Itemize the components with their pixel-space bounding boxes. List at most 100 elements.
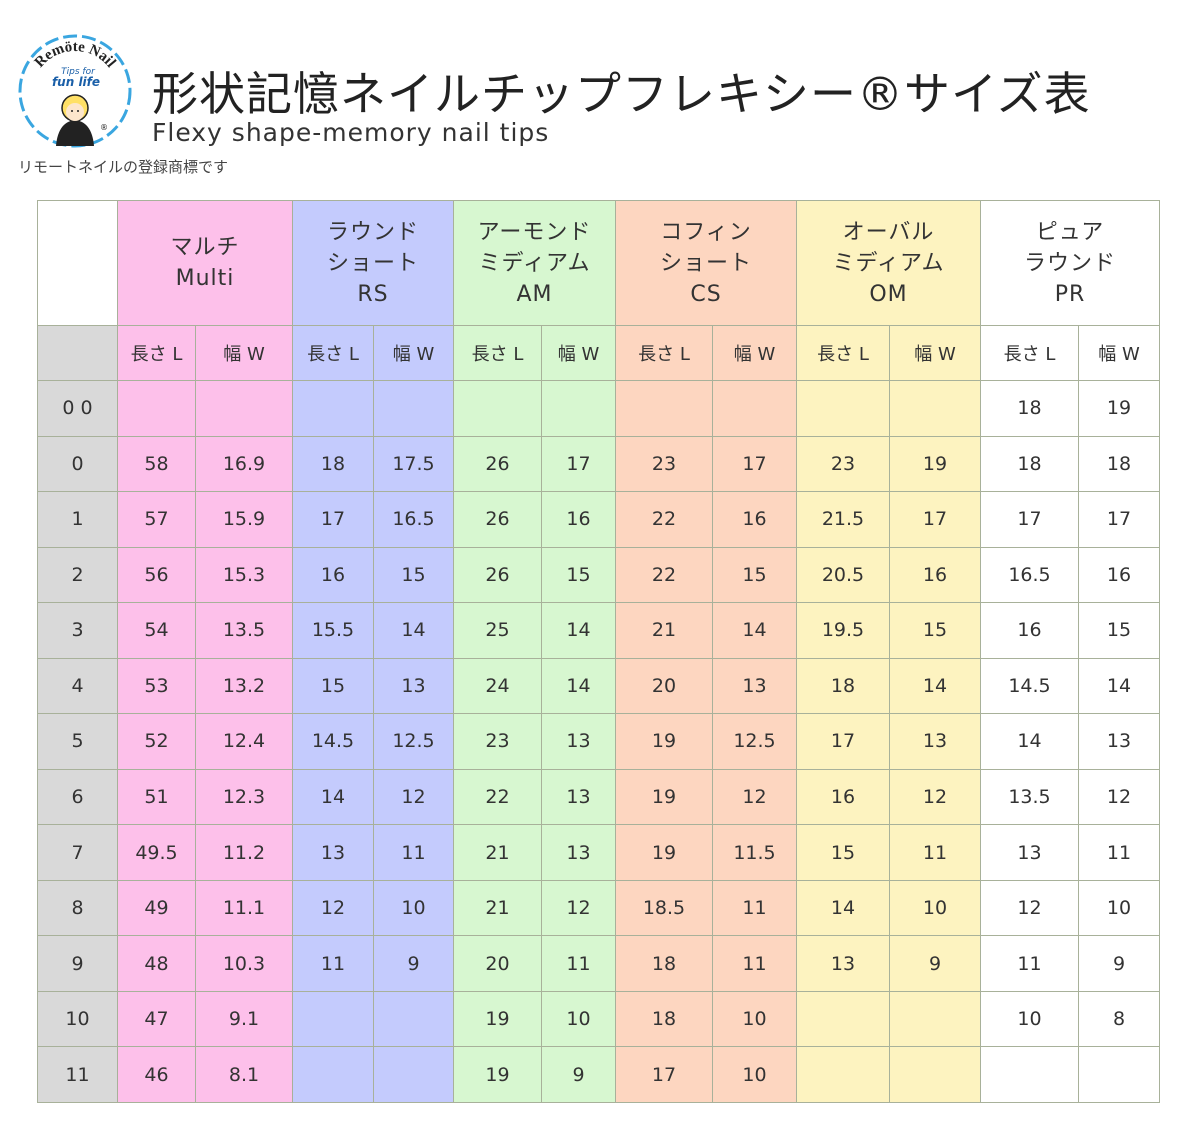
value-cell: 10: [373, 879, 454, 937]
value-cell: 17.5: [373, 435, 454, 493]
value-cell: 18: [980, 380, 1079, 437]
value-cell: 23: [453, 713, 542, 770]
value-cell: 11: [889, 824, 981, 881]
size-label: 5: [37, 713, 118, 770]
value-cell: 12: [889, 768, 981, 826]
value-cell: 21.5: [796, 491, 890, 548]
value-cell: 11: [1078, 824, 1160, 881]
group-label: マルチ: [170, 235, 240, 260]
value-cell: 14: [889, 657, 981, 715]
group-label: CS: [690, 281, 722, 307]
value-cell: [615, 380, 713, 437]
value-cell: [292, 380, 374, 437]
value-cell: 53: [117, 657, 196, 715]
value-cell: 16.5: [373, 491, 454, 548]
group-label: アーモンド: [477, 219, 592, 245]
value-cell: 18: [615, 990, 713, 1048]
value-cell: 47: [117, 990, 196, 1048]
subheader: 長さ L: [453, 325, 542, 381]
subheader: 長さ L: [796, 325, 890, 381]
group-header: マルチ Multi: [117, 200, 293, 326]
value-cell: 22: [615, 491, 713, 548]
value-cell: 23: [615, 435, 713, 493]
value-cell: 14: [541, 602, 616, 659]
value-cell: 13: [1078, 713, 1160, 770]
value-cell: 13: [980, 824, 1079, 881]
value-cell: 15: [541, 546, 616, 604]
logo-tagline: Tips for: [61, 67, 96, 77]
logo-mark: ®: [100, 123, 108, 132]
group-header: ラウンド ショート RS: [292, 200, 454, 326]
value-cell: 11.2: [195, 824, 293, 881]
title: 形状記憶ネイルチップフレキシー®サイズ表: [152, 67, 1091, 121]
value-cell: 15.5: [292, 602, 374, 659]
corner-cell: [37, 200, 118, 326]
subheader: 幅 W: [1078, 325, 1160, 381]
value-cell: 17: [1078, 491, 1160, 548]
value-cell: 58: [117, 435, 196, 493]
value-cell: [373, 1046, 454, 1103]
value-cell: [796, 1046, 890, 1103]
value-cell: 16: [889, 546, 981, 604]
group-label: AM: [516, 281, 553, 307]
value-cell: 16.9: [195, 435, 293, 493]
group-label: ピュア: [1035, 219, 1105, 245]
value-cell: 13: [889, 713, 981, 770]
value-cell: 10: [980, 990, 1079, 1048]
value-cell: 18: [615, 935, 713, 992]
subheader: 長さ L: [980, 325, 1079, 381]
value-cell: 21: [453, 824, 542, 881]
trademark-note: リモートネイルの登録商標です: [18, 158, 229, 176]
corner-cell: [37, 325, 118, 381]
value-cell: 10: [889, 879, 981, 937]
value-cell: 12: [1078, 768, 1160, 826]
size-label: 2: [37, 546, 118, 604]
value-cell: 12.5: [373, 713, 454, 770]
value-cell: 17: [541, 435, 616, 493]
group-label: ラウンド: [326, 219, 419, 245]
value-cell: 51: [117, 768, 196, 826]
value-cell: 8.1: [195, 1046, 293, 1103]
value-cell: 18: [980, 435, 1079, 493]
value-cell: 19: [1078, 380, 1160, 437]
group-label: PR: [1054, 281, 1086, 307]
group-label: Multi: [175, 266, 235, 291]
value-cell: 16: [712, 491, 797, 548]
value-cell: 9: [889, 935, 981, 992]
group-label: ショート: [326, 250, 419, 276]
value-cell: 21: [615, 602, 713, 659]
value-cell: 12: [373, 768, 454, 826]
value-cell: 20: [453, 935, 542, 992]
subheader: 長さ L: [117, 325, 196, 381]
value-cell: 13: [373, 657, 454, 715]
subheader: 長さ L: [615, 325, 713, 381]
value-cell: 19: [453, 1046, 542, 1103]
value-cell: 15: [1078, 602, 1160, 659]
value-cell: 13.5: [980, 768, 1079, 826]
group-header: オーバル ミディアム OM: [796, 200, 981, 326]
group-header: ピュアラウンド PR: [980, 200, 1160, 326]
group-label: ミディアム: [832, 250, 945, 276]
value-cell: 13: [292, 824, 374, 881]
value-cell: [373, 380, 454, 437]
value-cell: 11: [373, 824, 454, 881]
value-cell: [889, 380, 981, 437]
value-cell: [292, 990, 374, 1048]
value-cell: 10: [712, 990, 797, 1048]
value-cell: 16: [980, 602, 1079, 659]
value-cell: 26: [453, 546, 542, 604]
value-cell: 20: [615, 657, 713, 715]
size-label: 1: [37, 491, 118, 548]
group-label: ラウンド: [1023, 250, 1116, 276]
value-cell: [980, 1046, 1079, 1103]
value-cell: 16: [292, 546, 374, 604]
value-cell: 14.5: [980, 657, 1079, 715]
value-cell: 12: [980, 879, 1079, 937]
value-cell: 14: [980, 713, 1079, 770]
subheader: 幅 W: [712, 325, 797, 381]
size-label: 7: [37, 824, 118, 881]
value-cell: 11.1: [195, 879, 293, 937]
value-cell: 17: [980, 491, 1079, 548]
value-cell: 26: [453, 435, 542, 493]
value-cell: 15.3: [195, 546, 293, 604]
